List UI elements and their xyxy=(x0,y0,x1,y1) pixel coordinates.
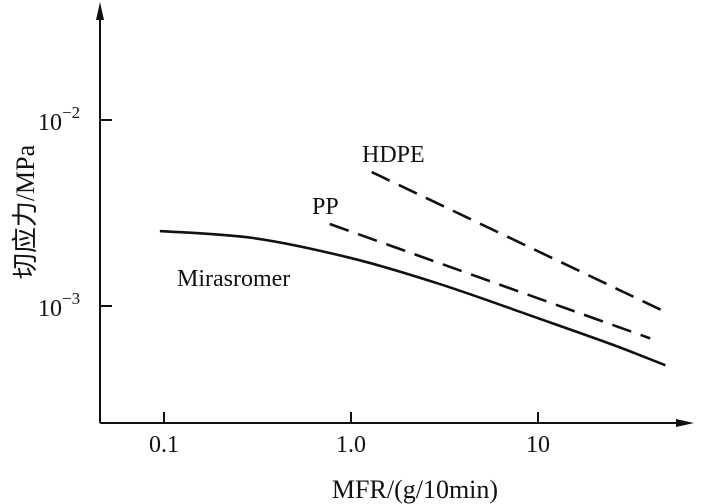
series-label-hdpe: HDPE xyxy=(362,142,425,168)
series-line-pp xyxy=(329,222,651,340)
series-label-mirasromer: Mirasromer xyxy=(177,266,290,292)
y-axis-arrow xyxy=(96,2,104,20)
y-tick-label: 10−3 xyxy=(38,289,80,322)
y-tick-base: 10 xyxy=(38,110,62,136)
y-axis-label: 切应力/MPa xyxy=(11,144,40,279)
x-axis-label: MFR/(g/10min) xyxy=(332,475,498,504)
series-line-mirasromer xyxy=(159,229,666,367)
series-label-pp: PP xyxy=(312,194,339,220)
axes xyxy=(96,2,694,427)
x-tick-label: 1.0 xyxy=(336,432,366,458)
y-tick-label: 10−2 xyxy=(38,103,80,136)
x-tick-label: 10 xyxy=(526,432,550,458)
x-tick-label: 0.1 xyxy=(149,432,179,458)
series-line-hdpe xyxy=(371,170,668,314)
y-tick-exp: −2 xyxy=(62,103,80,122)
y-tick-base: 10 xyxy=(38,296,62,322)
y-tick-exp: −3 xyxy=(62,289,80,308)
x-axis-arrow xyxy=(676,419,694,427)
